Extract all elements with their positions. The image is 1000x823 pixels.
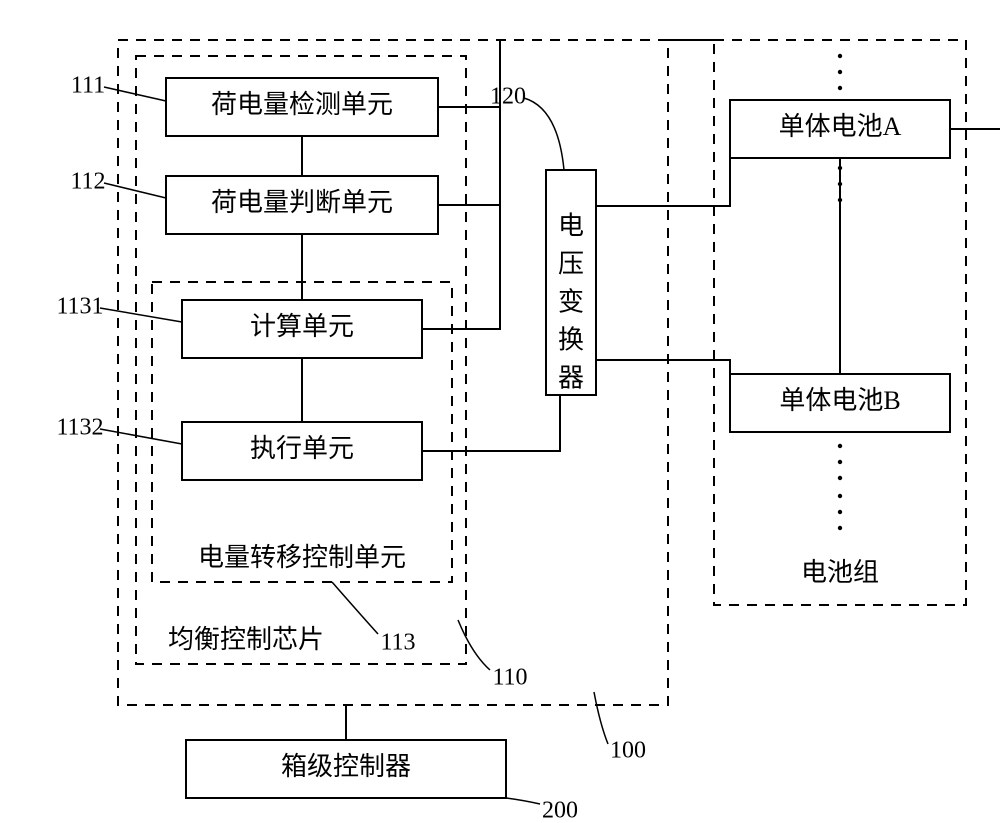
converter-label-char: 电 xyxy=(558,211,584,240)
ellipsis-dot xyxy=(838,510,842,514)
edge-line xyxy=(438,40,500,205)
converter-box xyxy=(546,170,596,395)
leader-line xyxy=(100,308,182,322)
num-200: 200 xyxy=(542,798,578,823)
converter-label-char: 压 xyxy=(558,249,584,278)
ellipsis-dot xyxy=(838,494,842,498)
num-113: 113 xyxy=(380,630,415,656)
converter-label-char: 换 xyxy=(558,325,584,354)
cell-a-label: 单体电池A xyxy=(779,112,902,141)
unit113-label: 电量转移控制单元 xyxy=(198,543,406,572)
node-112-label: 荷电量判断单元 xyxy=(211,188,393,217)
converter-label-char: 器 xyxy=(558,363,584,392)
leader-line xyxy=(506,798,540,804)
controller-200-label: 箱级控制器 xyxy=(281,752,411,781)
num-1131: 1131 xyxy=(56,294,103,320)
chip-label: 均衡控制芯片 xyxy=(168,625,324,654)
num-112: 112 xyxy=(70,169,105,195)
leader-line xyxy=(458,620,490,670)
ellipsis-dot xyxy=(838,166,842,170)
node-1131-label: 计算单元 xyxy=(250,312,354,341)
edge-line xyxy=(596,360,730,374)
converter-label-char: 变 xyxy=(558,287,584,316)
edge-line xyxy=(596,158,730,206)
ellipsis-dot xyxy=(838,86,842,90)
num-111: 111 xyxy=(71,73,105,99)
ellipsis-dot xyxy=(838,54,842,58)
ellipsis-dot xyxy=(838,444,842,448)
num-100: 100 xyxy=(610,738,646,764)
leader-line xyxy=(332,582,378,634)
cell-b-label: 单体电池B xyxy=(779,386,900,415)
ellipsis-dot xyxy=(838,526,842,530)
ellipsis-dot xyxy=(838,460,842,464)
ellipsis-dot xyxy=(838,198,842,202)
edge-line xyxy=(422,395,560,451)
ellipsis-dot xyxy=(838,182,842,186)
num-1132: 1132 xyxy=(56,415,103,441)
node-1132-label: 执行单元 xyxy=(250,434,354,463)
num-110: 110 xyxy=(492,665,527,691)
node-111-label: 荷电量检测单元 xyxy=(211,90,393,119)
leader-line xyxy=(594,692,608,744)
leader-line xyxy=(524,98,564,170)
leader-line xyxy=(100,429,182,444)
pack-label: 电池组 xyxy=(801,558,879,587)
ellipsis-dot xyxy=(838,70,842,74)
num-120: 120 xyxy=(490,84,526,110)
ellipsis-dot xyxy=(838,476,842,480)
